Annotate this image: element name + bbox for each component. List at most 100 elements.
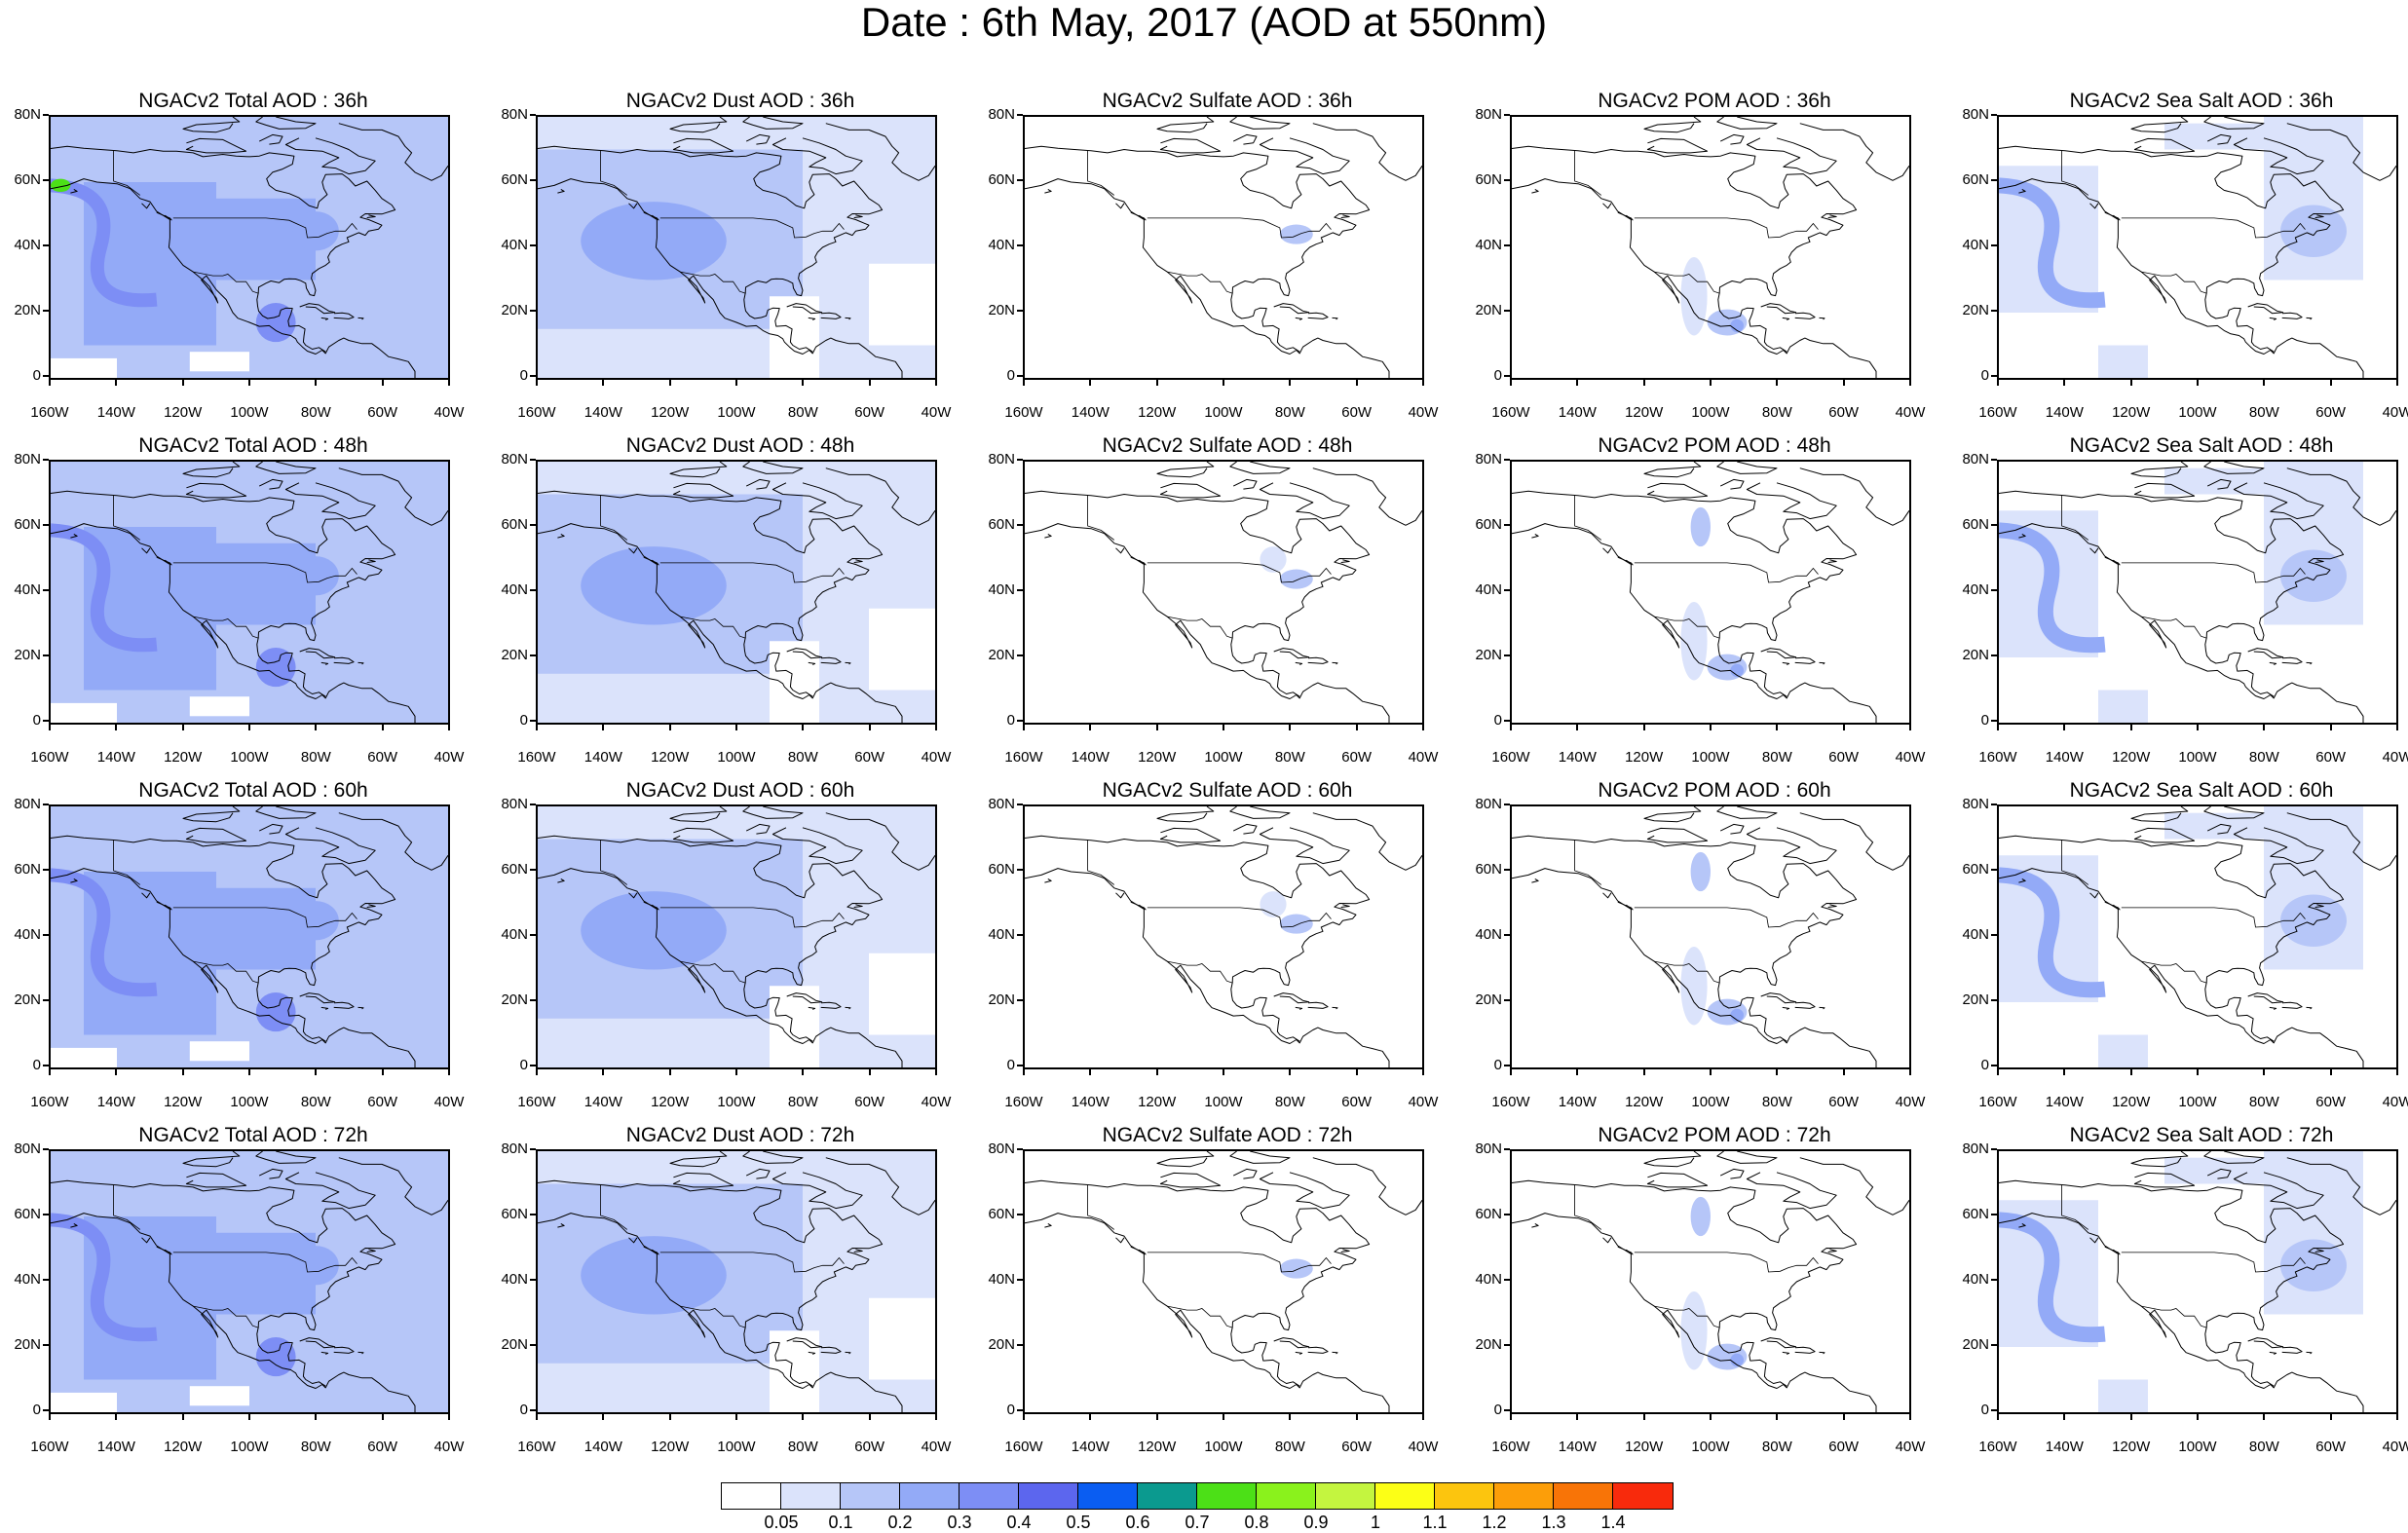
lon-label: 80W (787, 1094, 818, 1110)
coastline (1827, 904, 1837, 908)
coastline (1531, 1222, 1539, 1228)
coastline (1746, 827, 1837, 865)
lat-label: 60N (1962, 516, 1989, 533)
coastline (557, 1222, 565, 1228)
colorbar-label: 0.7 (1185, 1513, 1210, 1532)
coastline (1159, 1172, 1222, 1188)
coastline (672, 137, 734, 154)
lon-label: 80W (300, 404, 331, 421)
lon-label: 40W (1895, 749, 1926, 766)
lon-tick (1023, 725, 1025, 730)
lat-tick (1017, 654, 1023, 656)
map-frame (1997, 1149, 2398, 1414)
lat-tick (43, 524, 49, 526)
aod-shading (167, 198, 316, 280)
aod-shading (1260, 891, 1287, 917)
lat-label: 20N (14, 647, 41, 663)
coastline (1716, 117, 1778, 130)
lon-label: 120W (651, 749, 690, 766)
lat-tick (1504, 1409, 1510, 1411)
coastline (70, 188, 78, 194)
lat-tick (1504, 459, 1510, 461)
coastline (2269, 1006, 2277, 1010)
lon-label: 120W (651, 1094, 690, 1110)
colorbar-swatch (1078, 1483, 1138, 1509)
lat-label: 60N (14, 171, 41, 188)
coastline (1295, 1351, 1303, 1355)
coastline (672, 1172, 734, 1188)
lon-label: 60W (1341, 1094, 1373, 1110)
lat-label: 80N (1475, 451, 1502, 467)
aerosol-plume (1999, 1212, 2106, 1343)
coastline (845, 317, 851, 320)
lon-label: 120W (164, 1439, 203, 1455)
lon-label: 140W (583, 1439, 622, 1455)
lon-tick (1289, 1414, 1292, 1420)
lat-tick (1991, 1148, 1997, 1150)
lon-label: 60W (1828, 1439, 1860, 1455)
colorbar-label: 0.6 (1125, 1513, 1150, 1532)
country-border (1087, 1184, 1115, 1230)
lat-label: 60N (1475, 861, 1502, 878)
coastline (1643, 462, 1702, 478)
coastline (1602, 892, 1612, 899)
lon-label: 140W (1558, 1094, 1597, 1110)
lon-tick (1155, 725, 1158, 730)
lat-label: 60N (988, 516, 1015, 533)
lat-tick (530, 1148, 536, 1150)
aod-shading (1680, 947, 1708, 1026)
lon-label: 160W (1978, 1439, 2017, 1455)
aod-shading (581, 1236, 727, 1315)
map-panel: NGACv2 Sea Salt AOD : 36h 80N 60N 40N 20N 0 16… (1948, 90, 2408, 435)
map-frame (1023, 115, 1424, 380)
coastline (745, 1168, 771, 1179)
coastline (1332, 1351, 1338, 1355)
aod-shading (292, 901, 339, 941)
coastline (366, 559, 376, 563)
lon-tick (1776, 1069, 1779, 1075)
aod-shading (2280, 1239, 2347, 1292)
lat-tick (530, 244, 536, 246)
lon-label: 120W (651, 1439, 690, 1455)
country-border (172, 217, 357, 239)
lon-label: 40W (433, 749, 465, 766)
coastline (1782, 1351, 1790, 1355)
coastline (333, 656, 355, 664)
coastline (1332, 1006, 1338, 1010)
coastline (284, 827, 376, 865)
lat-label: 40N (1475, 237, 1502, 253)
panel-title: NGACv2 Total AOD : 72h (138, 1124, 368, 1146)
lon-label: 100W (717, 1094, 756, 1110)
lon-label: 140W (2045, 404, 2084, 421)
lat-tick (43, 804, 49, 805)
lon-tick (602, 725, 605, 730)
country-border (1654, 616, 1720, 639)
lat-label: 60N (988, 171, 1015, 188)
lon-tick (315, 725, 318, 730)
lon-tick (935, 380, 937, 386)
map-panel: NGACv2 Total AOD : 36h 80N 60N 40N 20N 0 160W 1… (0, 90, 487, 435)
map-frame (1997, 460, 2398, 725)
lon-label: 140W (96, 1094, 135, 1110)
coastline (357, 1006, 364, 1010)
coastline (2130, 462, 2189, 478)
country-border (2061, 495, 2089, 541)
lon-label: 80W (1274, 1094, 1305, 1110)
coastline (1719, 823, 1745, 835)
lon-label: 160W (1491, 1094, 1530, 1110)
lat-tick (530, 654, 536, 656)
country-border (1087, 840, 1115, 885)
coastline (2203, 462, 2265, 474)
colorbar-swatch (1435, 1483, 1494, 1509)
coastline (1746, 137, 1837, 175)
coastline (284, 1172, 376, 1210)
coastline (1512, 1179, 1858, 1387)
lon-tick (1997, 380, 1999, 386)
coastline (1643, 806, 1702, 823)
lat-tick (1017, 375, 1023, 377)
lon-tick (536, 1414, 538, 1420)
coastline (320, 1351, 329, 1355)
lat-label: 40N (1475, 581, 1502, 598)
coastline (2130, 1151, 2189, 1168)
lon-tick (49, 1069, 51, 1075)
